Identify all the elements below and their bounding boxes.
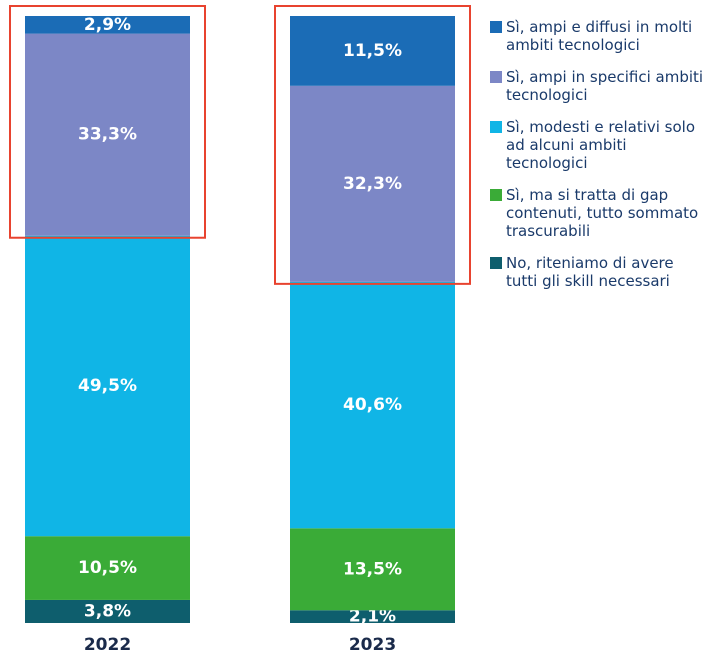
- legend-label: Sì, modesti e relativi solo ad alcuni am…: [506, 118, 696, 172]
- data-label: 49,5%: [78, 376, 137, 396]
- legend-label: Sì, ampi e diffusi in molti ambiti tecno…: [506, 18, 693, 54]
- legend-swatch: [490, 121, 502, 133]
- legend-item: Sì, modesti e relativi solo ad alcuni am…: [490, 118, 708, 172]
- bar-segment: [290, 85, 455, 282]
- data-label: 13,5%: [343, 559, 402, 579]
- legend-swatch: [490, 21, 502, 33]
- data-label: 40,6%: [343, 395, 402, 415]
- bar-segment: [290, 610, 455, 623]
- legend-swatch: [490, 71, 502, 83]
- data-label: 3,8%: [84, 601, 131, 621]
- legend: Sì, ampi e diffusi in molti ambiti tecno…: [490, 18, 708, 304]
- bar-segment: [25, 16, 190, 34]
- legend-item: No, riteniamo di avere tutti gli skill n…: [490, 254, 708, 290]
- data-label: 32,3%: [343, 174, 402, 194]
- highlight-box: [9, 5, 206, 239]
- x-tick-label: 2022: [84, 635, 131, 655]
- legend-swatch: [490, 257, 502, 269]
- legend-label: Sì, ma si tratta di gap contenuti, tutto…: [506, 186, 699, 240]
- bar-segment: [290, 16, 455, 86]
- bar-segment: [290, 528, 455, 611]
- legend-item: Sì, ma si tratta di gap contenuti, tutto…: [490, 186, 708, 240]
- bar-segment: [25, 536, 190, 600]
- data-label: 2,9%: [84, 15, 131, 35]
- data-label: 11,5%: [343, 41, 402, 61]
- legend-swatch: [490, 189, 502, 201]
- data-label: 33,3%: [78, 125, 137, 145]
- highlight-box: [274, 5, 471, 285]
- bar-segment: [25, 33, 190, 236]
- legend-item: Sì, ampi e diffusi in molti ambiti tecno…: [490, 18, 708, 54]
- data-label: 2,1%: [349, 607, 396, 627]
- legend-label: No, riteniamo di avere tutti gli skill n…: [506, 254, 674, 290]
- legend-item: Sì, ampi in specifici ambiti tecnologici: [490, 68, 708, 104]
- bar-segment: [25, 599, 190, 623]
- x-tick-label: 2023: [349, 635, 396, 655]
- bar-segment: [290, 281, 455, 529]
- data-label: 10,5%: [78, 558, 137, 578]
- bar-segment: [25, 235, 190, 537]
- legend-label: Sì, ampi in specifici ambiti tecnologici: [506, 68, 704, 104]
